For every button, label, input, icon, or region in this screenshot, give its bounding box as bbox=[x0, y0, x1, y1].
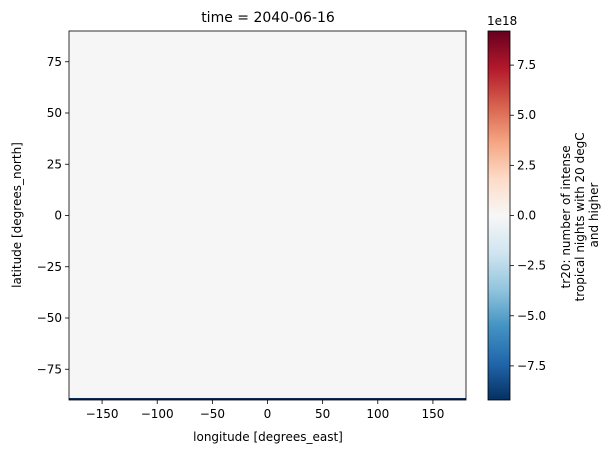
y-tick-label: −25 bbox=[37, 260, 62, 274]
heatmap-field bbox=[69, 31, 466, 400]
colorbar-tick-label: −2.5 bbox=[517, 259, 546, 273]
x-tick-label: 150 bbox=[421, 407, 444, 421]
y-axis-ticks: −75 −50 −25 0 25 50 75 bbox=[37, 55, 69, 376]
colorbar-label: tr20: number of intense tropical nights … bbox=[559, 129, 601, 302]
colorbar-tick-label: −7.5 bbox=[517, 359, 546, 373]
y-tick-label: −75 bbox=[37, 362, 62, 376]
colorbar-tick-label: 0.0 bbox=[517, 209, 536, 223]
x-tick-label: 100 bbox=[366, 407, 389, 421]
colorbar: −7.5 −5.0 −2.5 0.0 2.5 5.0 7.5 1e18 tr20: numb… bbox=[487, 14, 601, 401]
x-tick-label: −150 bbox=[86, 407, 119, 421]
y-tick-label: 50 bbox=[47, 106, 62, 120]
colorbar-tick-label: −5.0 bbox=[517, 309, 546, 323]
colorbar-label-line-1: tr20: number of intense bbox=[559, 145, 573, 288]
colorbar-tick-label: 2.5 bbox=[517, 158, 536, 172]
colorbar-ticks: −7.5 −5.0 −2.5 0.0 2.5 5.0 7.5 bbox=[510, 58, 546, 373]
colorbar-tick-label: 5.0 bbox=[517, 108, 536, 122]
plot-area bbox=[68, 30, 467, 401]
x-tick-label: −100 bbox=[141, 407, 174, 421]
x-axis-label: longitude [degrees_east] bbox=[193, 430, 343, 444]
y-tick-label: 25 bbox=[47, 157, 62, 171]
x-tick-label: −50 bbox=[200, 407, 225, 421]
heatmap-bottom-row bbox=[69, 398, 466, 400]
x-tick-label: 50 bbox=[315, 407, 330, 421]
colorbar-gradient bbox=[488, 31, 510, 400]
colorbar-tick-label: 7.5 bbox=[517, 58, 536, 72]
y-tick-label: 0 bbox=[54, 209, 62, 223]
y-tick-label: −50 bbox=[37, 311, 62, 325]
y-tick-label: 75 bbox=[47, 55, 62, 69]
x-tick-label: 0 bbox=[264, 407, 272, 421]
colorbar-label-line-3: and higher bbox=[587, 183, 601, 248]
colorbar-label-line-2: tropical nights with 20 degC bbox=[573, 132, 587, 301]
colorbar-offset-text: 1e18 bbox=[487, 14, 517, 28]
y-axis-label: latitude [degrees_north] bbox=[10, 142, 24, 288]
x-axis-ticks: −150 −100 −50 0 50 100 150 bbox=[86, 400, 444, 421]
chart-title: time = 2040-06-16 bbox=[201, 10, 335, 26]
